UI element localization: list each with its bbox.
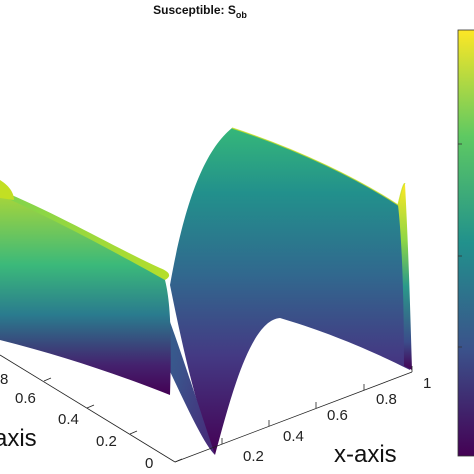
x-tick-label: 0.8: [376, 391, 397, 408]
chart-title: Susceptible: Sob: [153, 3, 247, 20]
x-tick-label: 1: [423, 375, 431, 392]
surface-trough: [170, 128, 410, 455]
x-tick-label: 0.4: [283, 428, 304, 445]
x-axis-label: x-axis: [334, 441, 397, 468]
y-tick-label: 0.2: [96, 433, 117, 450]
y-axis-label: axis: [0, 425, 37, 452]
x-ticks: 0.2 0.4 0.6 0.8 1: [221, 366, 431, 465]
chart-title-main: Susceptible: S: [153, 3, 236, 17]
y-tick-mark: [86, 404, 95, 409]
colorbar-ticks: [458, 143, 462, 348]
colorbar: [457, 29, 474, 457]
surface-left-slab-top: [0, 190, 170, 280]
surface-left-edge: [0, 180, 14, 200]
y-tick-mark: [43, 377, 52, 382]
y-tick-label: 8: [0, 371, 8, 388]
x-tick-label: 0.6: [327, 407, 348, 424]
y-tick-mark: [129, 430, 138, 435]
y-tick-mark: [174, 458, 183, 463]
surface-right-wall: [398, 183, 412, 370]
x-tick-label: 0.2: [243, 448, 264, 465]
x-axis-line: [174, 371, 413, 463]
y-tick-label: 0: [145, 455, 153, 472]
surface-right-edge: [231, 127, 406, 206]
chart-title-subscript: ob: [236, 10, 247, 20]
y-tick-label: 0.6: [15, 390, 36, 407]
y-axis-line: [0, 354, 176, 463]
y-ticks: 0 0.2 0.4 0.6 8: [0, 371, 183, 472]
y-tick-label: 0.4: [58, 411, 79, 428]
surface-left-slab: [0, 195, 171, 395]
